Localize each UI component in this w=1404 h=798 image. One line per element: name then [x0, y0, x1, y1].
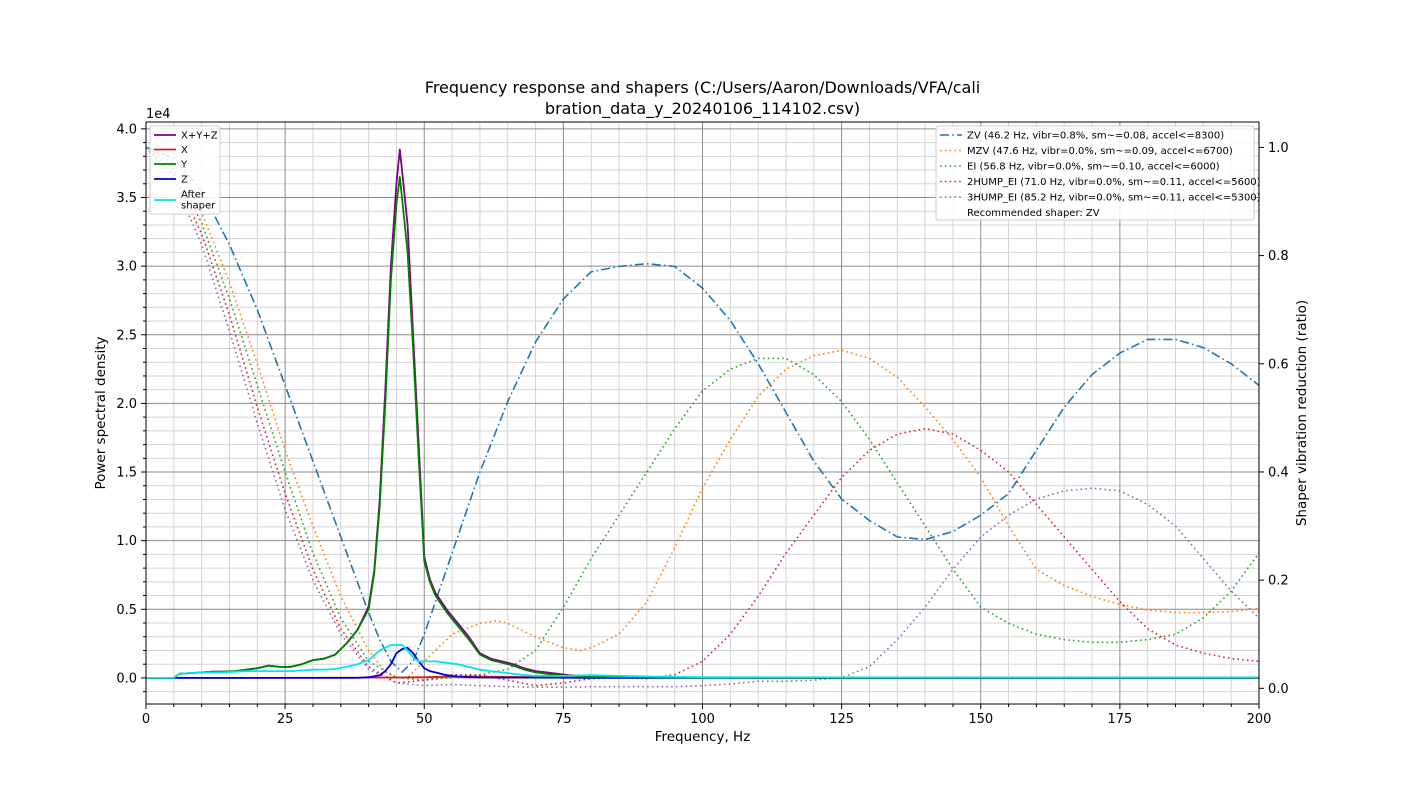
- shaper-curve-3: [145, 146, 1260, 687]
- y-tick-label: 0.0: [116, 671, 137, 686]
- x-tick-label: 125: [829, 712, 854, 727]
- chart-title: Frequency response and shapers (C:/Users…: [425, 78, 980, 97]
- x-tick-label: 100: [690, 712, 715, 727]
- legend-psd-label: X: [181, 145, 188, 156]
- legend-shapers: ZV (46.2 Hz, vibr=0.8%, sm~=0.08, accel<…: [935, 125, 1261, 221]
- y2-tick-label: 1.0: [1268, 141, 1289, 156]
- y2-tick-label: 0.2: [1268, 574, 1289, 589]
- legend-shaper-label: EI (56.8 Hz, vibr=0.0%, sm~=0.10, accel<…: [967, 162, 1220, 173]
- legend-psd-label: Y: [180, 160, 188, 171]
- shaper-curve-2: [145, 146, 1260, 682]
- x-tick-label: 25: [277, 712, 294, 727]
- grid: [146, 122, 1259, 704]
- x-tick-label: 75: [555, 712, 572, 727]
- y-tick-label: 1.0: [116, 534, 137, 549]
- y-tick-label: 2.5: [116, 328, 137, 343]
- legend-psd-label: Z: [181, 175, 188, 186]
- psd-after-shaper-line: [146, 644, 1259, 679]
- psd-z-line: [146, 646, 1259, 679]
- legend-psd-label-line: After: [181, 190, 206, 201]
- psd-y-line: [146, 175, 1259, 679]
- y2-tick-label: 0.8: [1268, 249, 1289, 264]
- series: [145, 146, 1260, 689]
- y-tick-label: 4.0: [116, 122, 137, 137]
- x-tick-label: 50: [416, 712, 433, 727]
- legend-psd-label: After shaper: [181, 190, 216, 212]
- y-offset-label: 1e4: [146, 107, 171, 122]
- x-tick-label: 0: [142, 712, 150, 727]
- y-tick-label: 1.5: [116, 466, 137, 481]
- y-tick-label: 3.0: [116, 260, 137, 275]
- y2-tick-label: 0.6: [1268, 357, 1289, 372]
- y-tick-label: 3.5: [116, 191, 137, 206]
- shaper-curve-1: [145, 146, 1260, 679]
- y2-axis-label: Shaper vibration reduction (ratio): [1294, 300, 1310, 526]
- y2-tick-label: 0.4: [1268, 465, 1289, 480]
- legend-psd: X+Y+Z XYZ After shaper: [149, 125, 221, 215]
- legend-psd-box: [149, 125, 221, 215]
- legend-shaper-label: MZV (47.6 Hz, vibr=0.0%, sm~=0.09, accel…: [967, 146, 1233, 157]
- y-tick-label: 0.5: [116, 603, 137, 618]
- legend-shaper-label: 3HUMP_EI (85.2 Hz, vibr=0.0%, sm~=0.11, …: [967, 193, 1261, 204]
- x-tick-label: 175: [1107, 712, 1132, 727]
- axes: 0 25 50 75 100 125 150 175 200 0.0 0.5 1.0 1.5 2.0 2.5…: [116, 122, 1288, 727]
- recommended-shaper-text: Recommended shaper: ZV: [967, 208, 1100, 219]
- shaper-curve-0: [145, 146, 1260, 673]
- legend-shaper-label: ZV (46.2 Hz, vibr=0.8%, sm~=0.08, accel<…: [967, 131, 1224, 142]
- chart-title-line2: bration_data_y_20240106_114102.csv): [545, 99, 860, 119]
- legend-shapers-box: [935, 125, 1255, 221]
- legend-shaper-label: 2HUMP_EI (71.0 Hz, vibr=0.0%, sm~=0.11, …: [967, 177, 1261, 188]
- y2-tick-label: 0.0: [1268, 682, 1289, 697]
- x-tick-label: 200: [1247, 712, 1272, 727]
- y-axis-label: Power spectral density: [93, 336, 109, 489]
- x-axis-label: Frequency, Hz: [655, 729, 751, 745]
- x-tick-label: 150: [968, 712, 993, 727]
- legend-psd-label: X+Y+Z: [181, 131, 218, 142]
- y-tick-label: 2.0: [116, 397, 137, 412]
- legend-psd-label-line: shaper: [181, 201, 216, 212]
